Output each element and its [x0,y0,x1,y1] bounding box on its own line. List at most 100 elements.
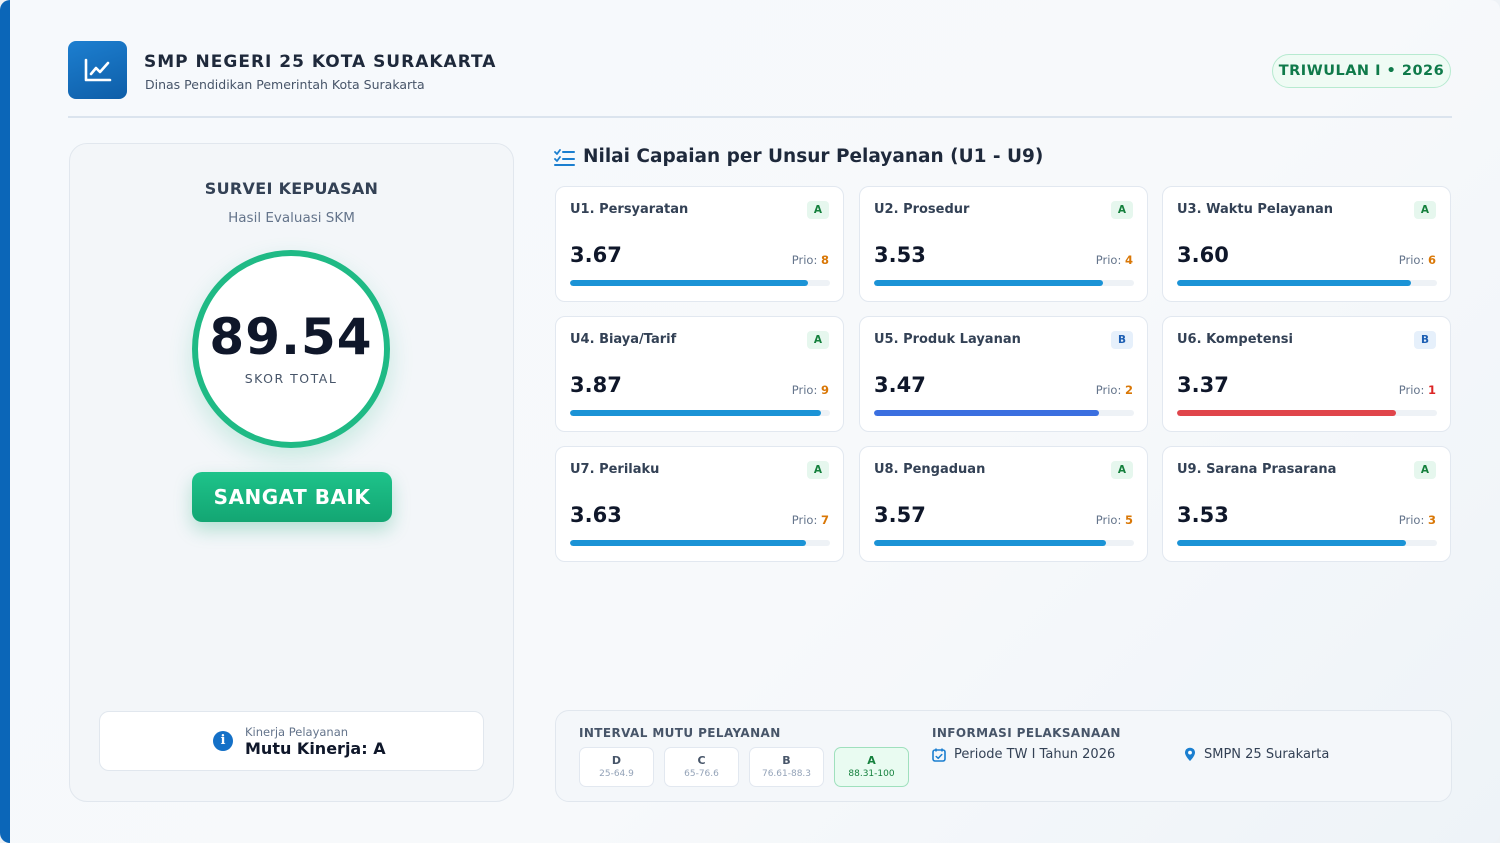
priority-number: 5 [1124,513,1133,527]
unit-priority: Prio: 8 [792,253,829,267]
period-badge: TRIWULAN I • 2026 [1272,54,1451,88]
header-divider [68,116,1452,118]
implementation-info-title: INFORMASI PELAKSANAAN [932,726,1121,740]
survey-title: SURVEI KEPUASAN [204,179,379,198]
unit-progress-bar [570,280,809,286]
priority-number: 3 [1427,513,1436,527]
unit-progress-bar [874,410,1100,416]
total-score-ring: 89.54 SKOR TOTAL [192,250,390,448]
unit-name: U9. Sarana Prasarana [1177,462,1337,477]
priority-number: 8 [820,253,829,267]
unit-card: U6. Kompetensi B 3.37 Prio: 1 [1162,316,1451,432]
unit-card: U2. Prosedur A 3.53 Prio: 4 [859,186,1148,302]
unit-card: U8. Pengaduan A 3.57 Prio: 5 [859,446,1148,562]
unit-progress-bar [1177,410,1396,416]
unit-progress-track [570,280,830,286]
unit-card: U1. Persyaratan A 3.67 Prio: 8 [555,186,844,302]
period-info-text: Periode TW I Tahun 2026 [954,747,1116,762]
unit-grade-badge: A [1414,461,1436,479]
performance-value: Mutu Kinerja: A [245,739,386,758]
location-info-text: SMPN 25 Surakarta [1204,747,1330,762]
unit-name: U7. Perilaku [570,462,660,477]
interval-item-d: D 25-64.9 [579,747,654,787]
unit-grade-badge: A [1111,201,1133,219]
unit-progress-track [1177,540,1437,546]
unit-grade-badge: A [807,331,829,349]
unit-progress-track [570,540,830,546]
unit-name: U4. Biaya/Tarif [570,332,677,347]
priority-label: Prio: [791,383,818,397]
unit-grade-badge: A [807,201,829,219]
performance-label: Kinerja Pelayanan [245,725,349,739]
unit-score: 3.60 [1177,243,1229,267]
section-title: Nilai Capaian per Unsur Pelayanan (U1 - … [583,146,1044,167]
unit-score: 3.53 [874,243,926,267]
unit-card: U4. Biaya/Tarif A 3.87 Prio: 9 [555,316,844,432]
priority-label: Prio: [791,253,818,267]
unit-name: U3. Waktu Pelayanan [1177,202,1334,217]
total-score-label: SKOR TOTAL [244,371,338,386]
interval-title: INTERVAL MUTU PELAYANAN [579,726,781,740]
unit-progress-bar [874,540,1106,546]
interval-range: 76.61-88.3 [761,769,812,779]
performance-info-box: i Kinerja Pelayanan Mutu Kinerja: A [99,711,484,771]
interval-range: 88.31-100 [848,769,895,779]
unit-grade-badge: B [1414,331,1436,349]
priority-label: Prio: [1398,383,1425,397]
unit-score: 3.57 [874,503,926,527]
location-info: SMPN 25 Surakarta [1184,747,1329,762]
unit-priority: Prio: 1 [1399,383,1436,397]
priority-number: 4 [1124,253,1133,267]
priority-number: 9 [820,383,829,397]
unit-score: 3.87 [570,373,622,397]
unit-progress-bar [1177,280,1411,286]
unit-progress-bar [874,280,1103,286]
unit-progress-track [570,410,830,416]
interval-grade: B [782,754,791,767]
school-name: SMP NEGERI 25 KOTA SURAKARTA [144,52,497,72]
unit-card: U3. Waktu Pelayanan A 3.60 Prio: 6 [1162,186,1451,302]
unit-grade-badge: A [807,461,829,479]
interval-range: 25-64.9 [599,769,634,779]
unit-grade-badge: A [1414,201,1436,219]
unit-progress-bar [570,410,822,416]
info-icon: i [213,731,233,751]
unit-priority: Prio: 9 [792,383,829,397]
interval-range: 65-76.6 [684,769,719,779]
unit-progress-bar [570,540,806,546]
line-chart-icon [84,58,111,82]
unit-progress-bar [1177,540,1406,546]
unit-score: 3.47 [874,373,926,397]
unit-grade-badge: A [1111,461,1133,479]
interval-grade: C [697,754,706,767]
unit-name: U5. Produk Layanan [874,332,1021,347]
unit-score: 3.67 [570,243,622,267]
unit-card: U7. Perilaku A 3.63 Prio: 7 [555,446,844,562]
map-pin-icon [1185,747,1195,761]
unit-grade-badge: B [1111,331,1133,349]
school-logo [68,41,127,99]
unit-score: 3.53 [1177,503,1229,527]
survey-subtitle: Hasil Evaluasi SKM [228,210,355,226]
unit-priority: Prio: 2 [1096,383,1133,397]
priority-number: 1 [1427,383,1436,397]
priority-number: 6 [1427,253,1436,267]
period-info: Periode TW I Tahun 2026 [932,747,1115,762]
verdict-badge: SANGAT BAIK [192,472,392,522]
priority-label: Prio: [1095,383,1122,397]
unit-score: 3.37 [1177,373,1229,397]
unit-card: U5. Produk Layanan B 3.47 Prio: 2 [859,316,1148,432]
unit-priority: Prio: 7 [792,513,829,527]
priority-label: Prio: [791,513,818,527]
interval-item-b: B 76.61-88.3 [749,747,824,787]
priority-label: Prio: [1095,253,1122,267]
calendar-check-icon [932,748,946,762]
unit-progress-track [874,410,1134,416]
interval-item-c: C 65-76.6 [664,747,739,787]
footer-info-panel: INTERVAL MUTU PELAYANAN D 25-64.9 C 65-76.6… [555,710,1452,802]
unit-card: U9. Sarana Prasarana A 3.53 Prio: 3 [1162,446,1451,562]
priority-label: Prio: [1398,513,1425,527]
survey-summary-panel: SURVEI KEPUASAN Hasil Evaluasi SKM 89.54… [69,143,514,802]
unit-score: 3.63 [570,503,622,527]
